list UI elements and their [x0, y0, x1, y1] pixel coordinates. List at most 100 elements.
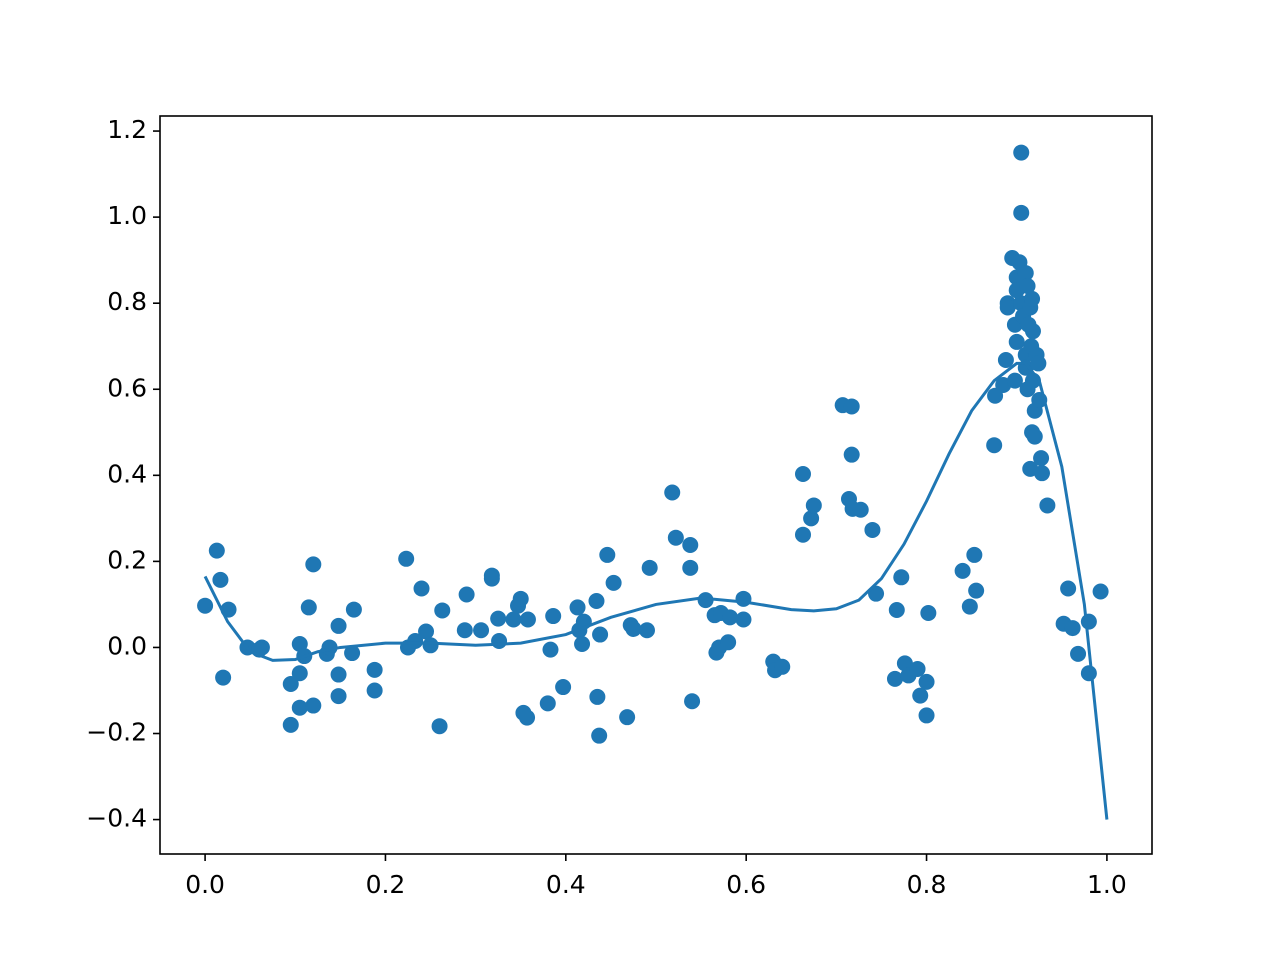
- scatter-point: [569, 599, 586, 616]
- scatter-point: [1013, 204, 1030, 221]
- scatter-point: [1060, 580, 1077, 597]
- scatter-point: [605, 574, 622, 591]
- scatter-point: [212, 571, 229, 588]
- scatter-point: [483, 570, 500, 587]
- scatter-point: [555, 679, 572, 696]
- scatter-point: [864, 521, 881, 538]
- scatter-point: [305, 556, 322, 573]
- scatter-point: [431, 718, 448, 735]
- scatter-point: [1013, 144, 1030, 161]
- scatter-point: [512, 590, 529, 607]
- scatter-point: [774, 658, 791, 675]
- scatter-point: [986, 437, 1003, 454]
- scatter-point: [434, 602, 451, 619]
- scatter-point: [291, 699, 308, 716]
- scatter-point: [667, 529, 684, 546]
- scatter-point: [625, 620, 642, 637]
- scatter-point: [542, 641, 559, 658]
- scatter-point: [852, 501, 869, 518]
- scatter-point: [1080, 613, 1097, 630]
- scatter-point: [909, 660, 926, 677]
- scatter-point: [697, 592, 714, 609]
- scatter-point: [505, 611, 522, 628]
- scatter-point: [735, 590, 752, 607]
- scatter-point: [490, 610, 507, 627]
- scatter-point: [918, 707, 935, 724]
- scatter-point: [682, 537, 699, 554]
- scatter-point: [1024, 323, 1041, 340]
- scatter-point: [918, 673, 935, 690]
- x-tick-label: 0.0: [185, 870, 225, 899]
- scatter-point: [589, 688, 606, 705]
- y-tick-label: −0.2: [86, 718, 147, 747]
- scatter-point: [794, 466, 811, 483]
- scatter-point: [330, 666, 347, 683]
- scatter-point: [1006, 372, 1023, 389]
- scatter-point: [197, 597, 214, 614]
- plot-frame: [159, 115, 1153, 855]
- scatter-point: [912, 687, 929, 704]
- scatter-point: [1039, 497, 1056, 514]
- scatter-point: [794, 526, 811, 543]
- scatter-point: [592, 626, 609, 643]
- scatter-point: [843, 446, 860, 463]
- scatter-point: [519, 611, 536, 628]
- scatter-point: [345, 601, 362, 618]
- scatter-point: [545, 608, 562, 625]
- scatter-point: [735, 611, 752, 628]
- scatter-point: [638, 622, 655, 639]
- scatter-point: [888, 602, 905, 619]
- scatter-point: [591, 727, 608, 744]
- x-tick-label: 0.6: [726, 870, 766, 899]
- scatter-point: [1033, 450, 1050, 467]
- scatter-point: [458, 586, 475, 603]
- scatter-point: [456, 622, 473, 639]
- scatter-point: [1080, 665, 1097, 682]
- scatter-point: [1019, 277, 1036, 294]
- scatter-point: [422, 637, 439, 654]
- scatter-point: [968, 582, 985, 599]
- scatter-point: [305, 697, 322, 714]
- scatter-point: [997, 351, 1014, 368]
- scatter-point: [896, 655, 913, 672]
- scatter-point: [966, 546, 983, 563]
- scatter-point: [641, 559, 658, 576]
- scatter-point: [344, 645, 361, 662]
- x-tick-label: 0.2: [366, 870, 406, 899]
- y-tick-label: 0.4: [107, 459, 147, 488]
- scatter-point: [1017, 265, 1034, 282]
- scatter-point: [282, 716, 299, 733]
- scatter-point: [682, 559, 699, 576]
- scatter-point: [1024, 290, 1041, 307]
- scatter-point: [282, 676, 299, 693]
- scatter-point: [599, 546, 616, 563]
- scatter-point: [920, 605, 937, 622]
- scatter-point: [539, 695, 556, 712]
- scatter-point: [1092, 583, 1109, 600]
- y-tick-label: 0.0: [107, 631, 147, 660]
- y-tick-label: 0.2: [107, 545, 147, 574]
- scatter-point: [574, 636, 591, 653]
- scatter-point: [721, 609, 738, 626]
- scatter-point: [407, 632, 424, 649]
- y-tick-label: −0.4: [86, 804, 147, 833]
- scatter-point: [291, 636, 308, 653]
- scatter-point: [1008, 333, 1025, 350]
- scatter-point: [330, 688, 347, 705]
- scatter-point: [418, 623, 435, 640]
- scatter-point: [664, 484, 681, 501]
- scatter-point: [954, 562, 971, 579]
- scatter-point: [893, 569, 910, 586]
- y-tick-label: 0.8: [107, 287, 147, 316]
- scatter-point: [588, 592, 605, 609]
- scatter-point: [805, 497, 822, 514]
- scatter-point: [519, 709, 536, 726]
- scatter-point: [300, 599, 317, 616]
- scatter-point: [1033, 465, 1050, 482]
- scatter-point: [868, 585, 885, 602]
- scatter-point: [366, 661, 383, 678]
- scatter-point: [999, 299, 1016, 316]
- scatter-point: [491, 632, 508, 649]
- scatter-point: [803, 510, 820, 527]
